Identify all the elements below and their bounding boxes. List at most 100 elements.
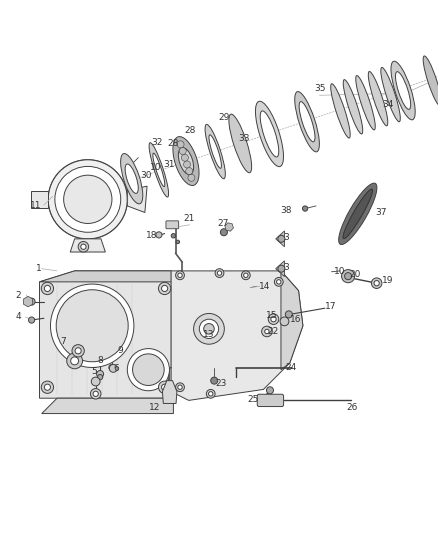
- Ellipse shape: [342, 189, 372, 239]
- Ellipse shape: [125, 164, 138, 193]
- Text: 37: 37: [374, 208, 386, 217]
- Circle shape: [193, 313, 224, 344]
- Polygon shape: [39, 271, 171, 282]
- Circle shape: [241, 271, 250, 280]
- Text: 33: 33: [237, 134, 249, 143]
- Text: 34: 34: [381, 100, 392, 109]
- Ellipse shape: [149, 143, 168, 197]
- Polygon shape: [31, 191, 48, 208]
- Circle shape: [71, 357, 78, 365]
- Ellipse shape: [330, 84, 350, 138]
- Text: 10: 10: [150, 163, 161, 172]
- Circle shape: [285, 311, 292, 318]
- Circle shape: [155, 232, 162, 238]
- Circle shape: [109, 365, 117, 372]
- Polygon shape: [162, 381, 177, 403]
- Text: 35: 35: [313, 84, 325, 93]
- Circle shape: [124, 166, 130, 171]
- Polygon shape: [275, 231, 284, 247]
- Circle shape: [171, 233, 175, 238]
- Circle shape: [132, 354, 164, 385]
- Circle shape: [127, 349, 169, 391]
- Circle shape: [161, 285, 167, 292]
- Text: 20: 20: [348, 270, 360, 279]
- Circle shape: [371, 278, 381, 288]
- Text: 26: 26: [345, 403, 357, 413]
- Text: 17: 17: [324, 302, 336, 311]
- Text: 13: 13: [203, 330, 214, 339]
- Ellipse shape: [208, 135, 221, 168]
- Circle shape: [187, 174, 194, 181]
- Text: 1: 1: [36, 264, 42, 273]
- Circle shape: [72, 345, 84, 357]
- Text: 15: 15: [266, 311, 277, 320]
- Polygon shape: [127, 186, 147, 213]
- Circle shape: [93, 391, 98, 397]
- Text: 19: 19: [381, 276, 392, 285]
- Circle shape: [177, 385, 182, 390]
- Circle shape: [266, 387, 273, 394]
- Text: 5: 5: [91, 367, 97, 376]
- Text: 32: 32: [151, 138, 162, 147]
- Text: 2: 2: [15, 290, 21, 300]
- Circle shape: [78, 241, 88, 252]
- Circle shape: [175, 271, 184, 280]
- Circle shape: [183, 161, 190, 168]
- Text: 14: 14: [258, 282, 270, 291]
- Circle shape: [44, 384, 50, 390]
- Circle shape: [203, 324, 214, 334]
- Circle shape: [302, 206, 307, 211]
- Circle shape: [181, 154, 188, 161]
- Ellipse shape: [178, 148, 193, 175]
- Ellipse shape: [294, 92, 319, 152]
- Ellipse shape: [338, 183, 376, 245]
- Ellipse shape: [55, 166, 120, 232]
- Circle shape: [220, 229, 227, 236]
- Circle shape: [91, 377, 100, 386]
- Circle shape: [56, 290, 128, 362]
- Circle shape: [243, 273, 247, 278]
- FancyBboxPatch shape: [166, 221, 178, 229]
- Ellipse shape: [343, 79, 362, 134]
- Ellipse shape: [390, 61, 414, 120]
- Circle shape: [341, 270, 354, 282]
- Circle shape: [217, 271, 221, 275]
- Ellipse shape: [380, 67, 399, 122]
- Text: 10: 10: [333, 267, 344, 276]
- Text: 27: 27: [216, 219, 228, 228]
- Text: 6: 6: [113, 364, 119, 373]
- Circle shape: [277, 236, 284, 243]
- Circle shape: [177, 273, 182, 278]
- Text: 24: 24: [285, 363, 296, 372]
- Ellipse shape: [48, 160, 127, 239]
- Circle shape: [158, 282, 170, 295]
- Circle shape: [270, 317, 276, 322]
- Ellipse shape: [255, 101, 283, 167]
- Text: 28: 28: [184, 126, 195, 135]
- Circle shape: [276, 280, 280, 284]
- Ellipse shape: [173, 136, 198, 185]
- Polygon shape: [171, 271, 302, 400]
- Circle shape: [41, 282, 53, 295]
- Ellipse shape: [298, 102, 314, 142]
- Circle shape: [208, 392, 212, 396]
- Ellipse shape: [64, 175, 112, 223]
- Text: 9: 9: [117, 346, 123, 356]
- Circle shape: [41, 381, 53, 393]
- Circle shape: [90, 389, 101, 399]
- Ellipse shape: [152, 153, 164, 187]
- Ellipse shape: [120, 154, 142, 204]
- Circle shape: [279, 317, 288, 326]
- Circle shape: [28, 298, 35, 305]
- Circle shape: [81, 244, 86, 249]
- Text: 29: 29: [218, 112, 229, 122]
- Circle shape: [215, 269, 223, 278]
- Circle shape: [179, 148, 186, 155]
- Text: 3: 3: [283, 263, 288, 272]
- Circle shape: [206, 390, 215, 398]
- Ellipse shape: [228, 114, 251, 173]
- Text: 4: 4: [15, 312, 21, 321]
- Circle shape: [277, 265, 284, 272]
- Circle shape: [158, 381, 170, 393]
- Circle shape: [268, 314, 278, 325]
